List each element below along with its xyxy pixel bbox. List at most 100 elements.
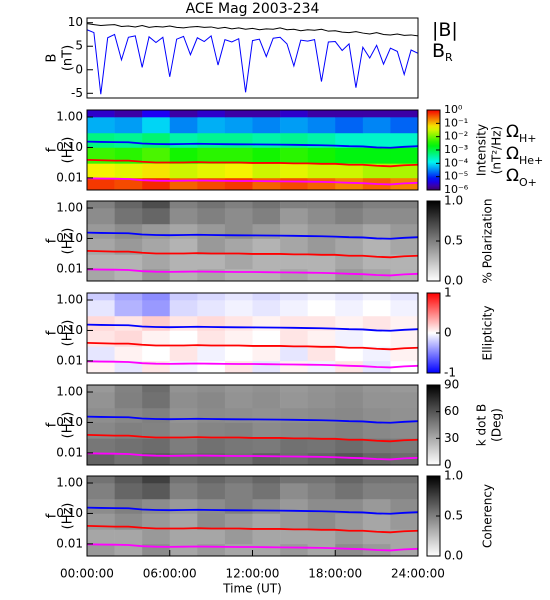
heatmap-cell xyxy=(280,543,308,557)
colorbar-tick-label: -1 xyxy=(444,366,456,380)
heatmap-cell xyxy=(362,238,391,255)
heatmap-cell xyxy=(114,392,143,409)
heatmap-cell xyxy=(390,254,419,270)
heatmap-cell xyxy=(335,201,364,209)
heatmap-cell xyxy=(114,238,143,255)
legend-subscript: H+ xyxy=(519,132,537,145)
series-line xyxy=(86,268,419,277)
heatmap-cell xyxy=(114,452,143,466)
heatmap-cell xyxy=(114,483,143,500)
heatmap-cell xyxy=(87,293,115,301)
heatmap-cell xyxy=(169,407,198,423)
heatmap-cell xyxy=(362,315,391,331)
series-line xyxy=(86,29,419,95)
colorbar-tick-label: 60 xyxy=(444,404,459,418)
heatmap-cell xyxy=(390,238,419,255)
heatmap-cell xyxy=(87,360,115,374)
heatmap-cell xyxy=(224,452,253,466)
heatmap-cell xyxy=(362,407,391,423)
heatmap-cell xyxy=(252,330,281,347)
heatmap-cell xyxy=(362,422,391,439)
y-tick-label: 1.00 xyxy=(56,293,83,307)
series-line xyxy=(86,249,419,259)
heatmap-cell xyxy=(307,132,336,148)
colorbar-tick-label: 10⁻⁶ xyxy=(444,183,469,196)
heatmap-cell xyxy=(335,513,364,530)
y-tick-label: -5 xyxy=(71,86,83,100)
heatmap-cell xyxy=(335,476,364,484)
colorbar-tick-label: 0.5 xyxy=(444,509,463,523)
heatmap-cell xyxy=(390,293,419,301)
heatmap-cell xyxy=(390,483,419,500)
colorbar-tick-label: 1.0 xyxy=(444,469,463,483)
y-tick-label: 0.10 xyxy=(56,323,83,337)
heatmap-cell xyxy=(362,438,391,454)
heatmap-cell xyxy=(307,293,336,301)
heatmap-cell xyxy=(87,110,115,118)
heatmap-cell xyxy=(280,293,308,301)
heatmap-cell xyxy=(197,147,226,164)
heatmap-cell xyxy=(362,300,391,317)
heatmap-cell xyxy=(335,117,364,134)
heatmap-cell xyxy=(114,385,143,393)
heatmap-cell xyxy=(335,529,364,545)
legend-name: Ω xyxy=(506,122,519,142)
heatmap-cell xyxy=(280,385,308,393)
heatmap-cell xyxy=(114,208,143,225)
heatmap-cell xyxy=(169,529,198,545)
heatmap-cell xyxy=(307,117,336,134)
heatmap-cell xyxy=(252,476,281,484)
colorbar-tick-label: 10⁻⁵ xyxy=(444,170,468,183)
heatmap-cell xyxy=(307,529,336,545)
heatmap-cell xyxy=(114,268,143,282)
heatmap-cell xyxy=(390,147,419,164)
heatmap-cell xyxy=(307,330,336,347)
heatmap-cell xyxy=(390,117,419,134)
heatmap-cell xyxy=(307,483,336,500)
heatmap-cell xyxy=(224,117,253,134)
heatmap-cell xyxy=(224,407,253,423)
colorbar-label: Coherency xyxy=(481,484,495,548)
heatmap-cell xyxy=(390,476,419,484)
heatmap-cell xyxy=(252,300,281,317)
heatmap-cell xyxy=(114,223,143,239)
heatmap-cell xyxy=(224,346,253,362)
heatmap-cell xyxy=(114,498,143,514)
heatmap-cell xyxy=(307,147,336,164)
heatmap-cell xyxy=(87,483,115,500)
y-axis-label: f xyxy=(45,330,60,335)
heatmap-cell xyxy=(307,346,336,362)
heatmap-cell xyxy=(114,513,143,530)
heatmap-cell xyxy=(114,422,143,439)
heatmap-cell xyxy=(280,330,308,347)
series-line xyxy=(86,543,419,552)
y-axis-label: (Hz) xyxy=(61,503,76,530)
heatmap-cell xyxy=(280,117,308,134)
heatmap-cell xyxy=(142,346,171,362)
heatmap-cell xyxy=(390,407,419,423)
heatmap-cell xyxy=(114,529,143,545)
colorbar-tick-label: 0.0 xyxy=(444,549,463,563)
colorbar-label: Ellipticity xyxy=(481,306,495,361)
heatmap-cell xyxy=(307,163,336,179)
heatmap-cell xyxy=(252,360,281,374)
heatmap-cell xyxy=(252,268,281,282)
heatmap-cell xyxy=(142,438,171,454)
heatmap-cell xyxy=(335,483,364,500)
heatmap-cell xyxy=(197,438,226,454)
legend-entry: |B| xyxy=(432,19,458,41)
heatmap-cell xyxy=(252,385,281,393)
plot-frame xyxy=(86,292,419,374)
series-line xyxy=(86,231,419,240)
heatmap-cell xyxy=(114,177,143,191)
heatmap-cell xyxy=(114,254,143,270)
heatmap-cell xyxy=(362,498,391,514)
heatmap-cell xyxy=(169,330,198,347)
series-line xyxy=(86,158,419,168)
heatmap-cell xyxy=(87,208,115,225)
x-tick-label: 00:00:00 xyxy=(60,567,114,581)
heatmap-cell xyxy=(280,392,308,409)
heatmap-cell xyxy=(142,147,171,164)
heatmap-cell xyxy=(87,268,115,282)
heatmap-cell xyxy=(362,254,391,270)
